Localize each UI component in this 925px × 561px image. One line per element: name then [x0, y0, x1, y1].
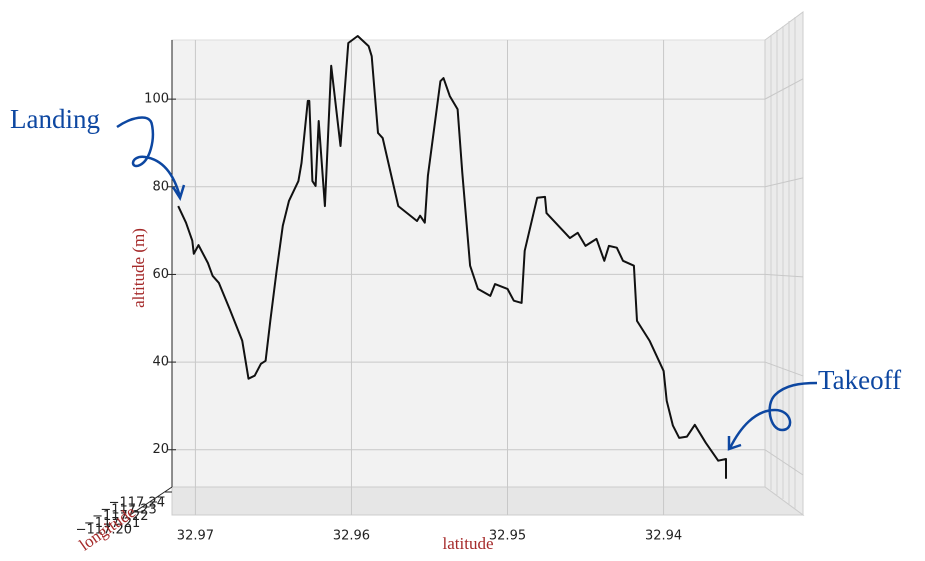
y-tick-label: 40: [152, 355, 169, 370]
annotation-landing: Landing: [10, 104, 100, 134]
x-tick-label: 32.96: [333, 529, 370, 544]
z-tick-label: −117.22: [92, 509, 148, 524]
annotation-takeoff: Takeoff: [818, 365, 901, 395]
y-tick-label: 80: [152, 179, 169, 194]
x-tick-label: 32.95: [489, 529, 526, 544]
y-tick-label: 60: [152, 267, 169, 282]
landing-arrow: [116, 116, 186, 201]
y-tick-label: 20: [152, 442, 169, 457]
grid-line: [764, 449, 804, 476]
y-tick-label: 100: [144, 92, 169, 107]
z-tick-label: −117.24: [109, 496, 165, 511]
takeoff-arrow: [727, 381, 818, 451]
panes: [129, 11, 805, 516]
z-tick-label: −117.20: [76, 523, 132, 538]
grid-line: [764, 273, 804, 278]
grid-line: [764, 78, 804, 100]
y-axis-label: altitude (m): [129, 228, 148, 308]
back-pane: [171, 39, 766, 488]
side-grid: [770, 17, 796, 509]
plot: [177, 35, 727, 479]
grid-line: [764, 361, 804, 377]
z-tick-label: −117.21: [84, 516, 140, 531]
x-axis-label: latitude: [443, 534, 494, 553]
grid-line: [764, 177, 804, 188]
z-tick-label: −117.23: [100, 502, 156, 517]
floor-pane: [171, 486, 805, 516]
flight-line: [177, 35, 727, 479]
x-tick-label: 32.97: [177, 529, 214, 544]
x-tick-label: 32.94: [645, 529, 682, 544]
